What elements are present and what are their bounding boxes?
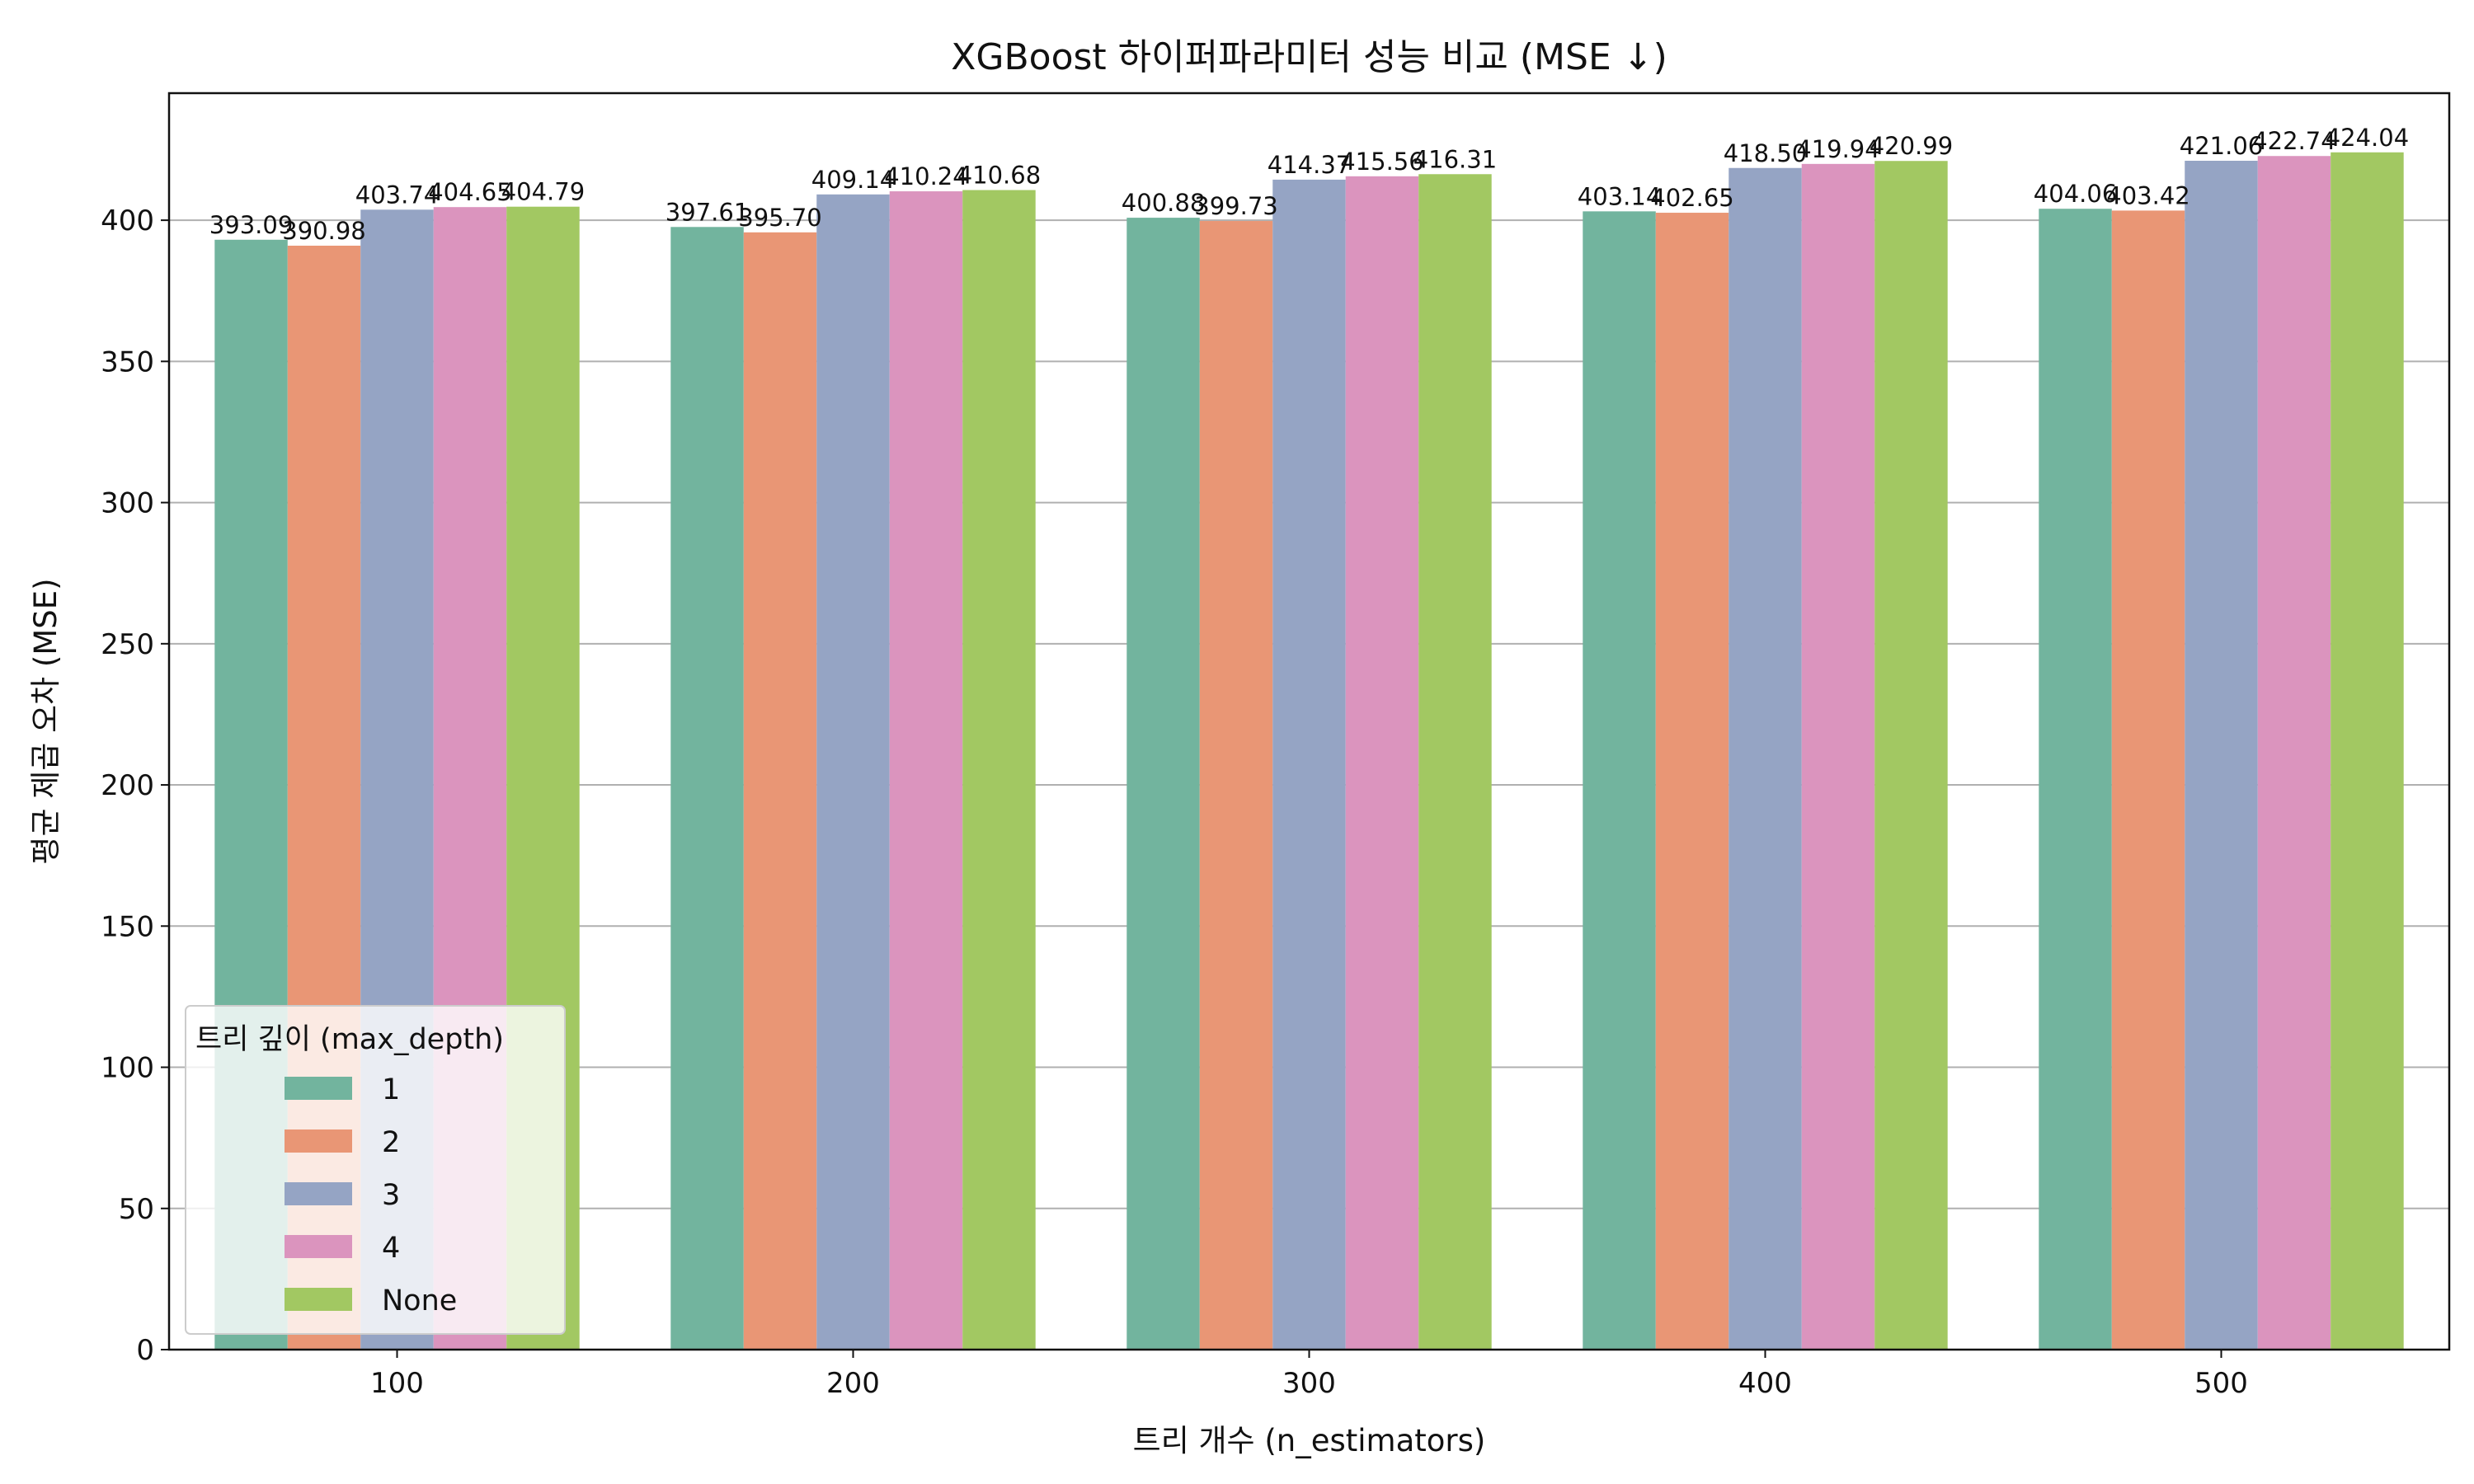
y-axis-title: 평균 제곱 오차 (MSE) — [28, 578, 63, 864]
y-tick-label: 50 — [119, 1193, 154, 1226]
bar — [1272, 179, 1346, 1350]
x-axis-ticks: 100 200 300 400 500 — [370, 1350, 2248, 1400]
data-label: 424.04 — [2326, 124, 2409, 152]
data-label: 393.09 — [209, 211, 293, 239]
y-tick-label: 100 — [101, 1052, 154, 1085]
data-label: 409.14 — [811, 166, 895, 194]
data-label: 404.06 — [2034, 180, 2117, 208]
data-label: 402.65 — [1650, 184, 1733, 212]
data-label: 404.65 — [428, 178, 511, 206]
bar — [2111, 210, 2185, 1350]
y-tick-label: 200 — [101, 769, 154, 802]
bar — [1874, 161, 1948, 1350]
legend-label: 4 — [382, 1232, 400, 1265]
bar — [889, 191, 963, 1350]
data-label: 390.98 — [282, 217, 365, 245]
bar — [1418, 174, 1492, 1350]
legend: 트리 깊이 (max_depth) 1 2 3 4 None — [185, 1005, 566, 1335]
data-label: 414.37 — [1268, 151, 1351, 179]
y-tick-label: 0 — [136, 1334, 154, 1367]
legend-title: 트리 깊이 (max_depth) — [195, 1023, 504, 1056]
bar — [1583, 211, 1656, 1350]
data-label: 410.68 — [957, 162, 1041, 190]
data-label: 397.61 — [666, 198, 749, 226]
data-label: 421.06 — [2180, 132, 2263, 160]
bar — [2331, 152, 2404, 1350]
x-axis-title: 트리 개수 (n_estimators) — [1133, 1423, 1486, 1458]
data-label: 403.42 — [2106, 181, 2189, 209]
legend-label: 1 — [382, 1073, 400, 1106]
x-tick-label: 500 — [2194, 1367, 2248, 1400]
x-tick-label: 300 — [1282, 1367, 1336, 1400]
legend-swatch — [285, 1288, 352, 1311]
data-label: 395.70 — [738, 204, 821, 232]
y-tick-label: 300 — [101, 487, 154, 520]
legend-swatch — [285, 1129, 352, 1153]
y-tick-label: 150 — [101, 910, 154, 943]
x-tick-label: 100 — [370, 1367, 424, 1400]
legend-box — [185, 1005, 566, 1335]
data-label: 415.56 — [1340, 148, 1423, 176]
bar — [743, 232, 817, 1350]
y-tick-label: 400 — [101, 204, 154, 237]
bar — [1345, 176, 1419, 1350]
bar — [816, 194, 890, 1350]
legend-swatch — [285, 1182, 352, 1205]
x-tick-label: 400 — [1738, 1367, 1792, 1400]
x-tick-label: 200 — [826, 1367, 880, 1400]
bar — [2039, 209, 2112, 1350]
bar — [962, 190, 1036, 1350]
legend-items: 1 2 3 4 None — [285, 1073, 457, 1317]
data-label: 418.50 — [1724, 139, 1807, 167]
chart-title: XGBoost 하이퍼파라미터 성능 비교 (MSE ↓) — [951, 36, 1667, 78]
legend-label: None — [382, 1284, 457, 1317]
legend-swatch — [285, 1077, 352, 1100]
data-label: 400.88 — [1122, 189, 1205, 217]
data-label: 404.79 — [501, 178, 585, 206]
bar — [670, 227, 744, 1350]
legend-swatch — [285, 1235, 352, 1258]
bar — [1729, 167, 1802, 1350]
y-axis-ticks: 0 50 100 150 200 250 300 350 400 — [101, 204, 169, 1367]
data-label: 399.73 — [1194, 192, 1277, 220]
data-label: 422.74 — [2252, 127, 2335, 155]
legend-label: 3 — [382, 1179, 400, 1212]
data-label: 410.24 — [884, 162, 967, 190]
bar — [2257, 156, 2331, 1350]
bar — [1801, 163, 1875, 1350]
legend-label: 2 — [382, 1126, 400, 1159]
data-label: 403.74 — [355, 181, 439, 209]
data-label: 403.14 — [1578, 182, 1661, 210]
bar — [1126, 218, 1200, 1350]
data-label: 419.94 — [1796, 135, 1879, 163]
bar — [1199, 221, 1273, 1350]
data-label: 420.99 — [1870, 132, 1953, 160]
bar — [2185, 160, 2258, 1350]
bar — [1655, 213, 1729, 1350]
y-tick-label: 350 — [101, 345, 154, 378]
y-tick-label: 250 — [101, 628, 154, 661]
data-label: 416.31 — [1413, 145, 1497, 173]
